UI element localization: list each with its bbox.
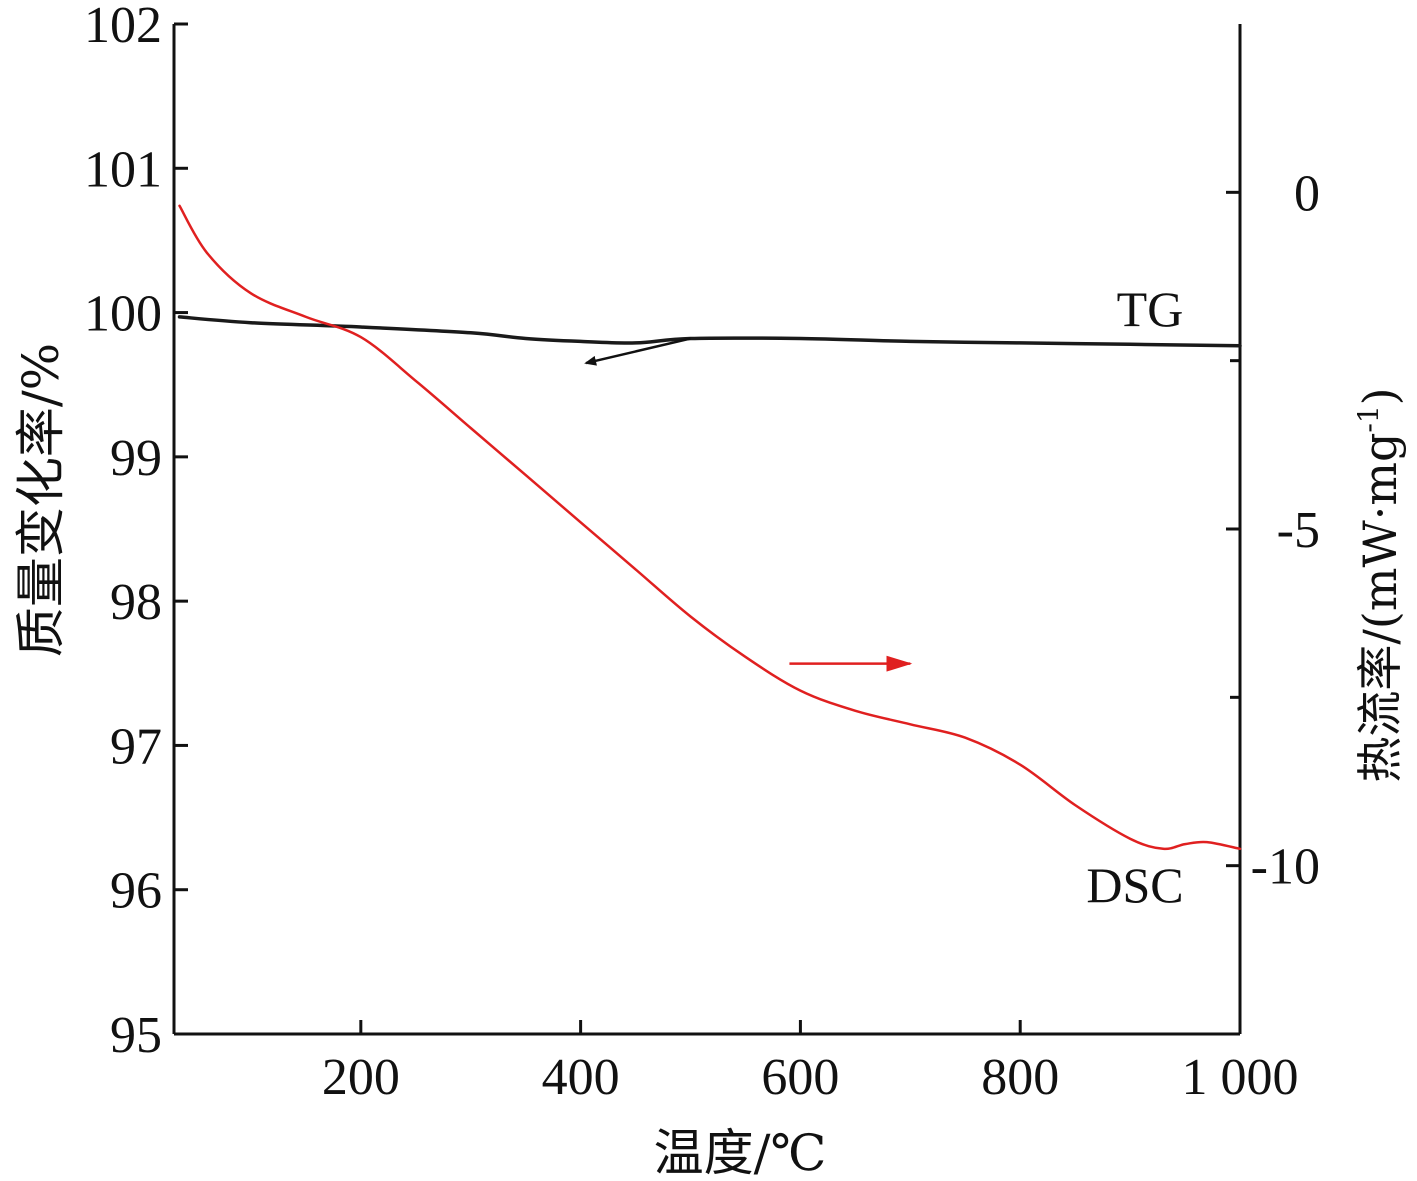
plot-frame bbox=[172, 24, 1242, 1036]
series-layer bbox=[177, 204, 1242, 851]
x-tick-label: 200 bbox=[322, 1049, 400, 1106]
left-y-tick-label: 102 bbox=[84, 0, 162, 54]
annotation-layer bbox=[584, 337, 913, 672]
right-y-tick-label: -5 bbox=[1277, 502, 1320, 559]
x-tick-label: 600 bbox=[761, 1049, 839, 1106]
right-y-tick-label: -10 bbox=[1251, 839, 1320, 896]
x-axis-title: 温度/℃ bbox=[654, 1124, 827, 1181]
left-y-tick-label: 95 bbox=[110, 1007, 162, 1064]
right-y-axis-title-sup: -1 bbox=[1352, 405, 1385, 432]
tg-curve bbox=[177, 315, 1242, 348]
left-y-tick-label: 100 bbox=[84, 286, 162, 343]
tg-series-label: TG bbox=[1117, 281, 1184, 337]
x-tick-label: 400 bbox=[542, 1049, 620, 1106]
left-y-axis-title: 质量变化率/% bbox=[12, 343, 70, 657]
right-y-axis-title: 热流率/(mW·mg-1) bbox=[1352, 387, 1407, 782]
dsc-curve bbox=[178, 204, 1242, 851]
right-y-axis-title-close: ) bbox=[1353, 387, 1407, 405]
left-y-axis-ticks: 95 96 97 98 99 100 101 102 bbox=[84, 0, 188, 1064]
x-axis-ticks: 200 400 600 800 1 000 bbox=[322, 1020, 1299, 1106]
left-y-tick-label: 101 bbox=[84, 141, 162, 198]
left-y-tick-label: 96 bbox=[110, 863, 162, 920]
x-tick-label: 800 bbox=[981, 1049, 1059, 1106]
left-y-tick-label: 99 bbox=[110, 430, 162, 487]
right-y-axis-title-main: 热流率/(mW·mg bbox=[1353, 433, 1407, 783]
dsc-series-label: DSC bbox=[1086, 857, 1183, 913]
x-tick-label: 1 000 bbox=[1182, 1049, 1299, 1106]
left-y-tick-label: 97 bbox=[110, 718, 162, 775]
left-y-tick-label: 98 bbox=[110, 574, 162, 631]
right-y-tick-label: 0 bbox=[1294, 165, 1320, 222]
tg-axis-arrow bbox=[584, 337, 691, 366]
right-y-axis-ticks: 0 -5 -10 bbox=[1226, 165, 1320, 896]
